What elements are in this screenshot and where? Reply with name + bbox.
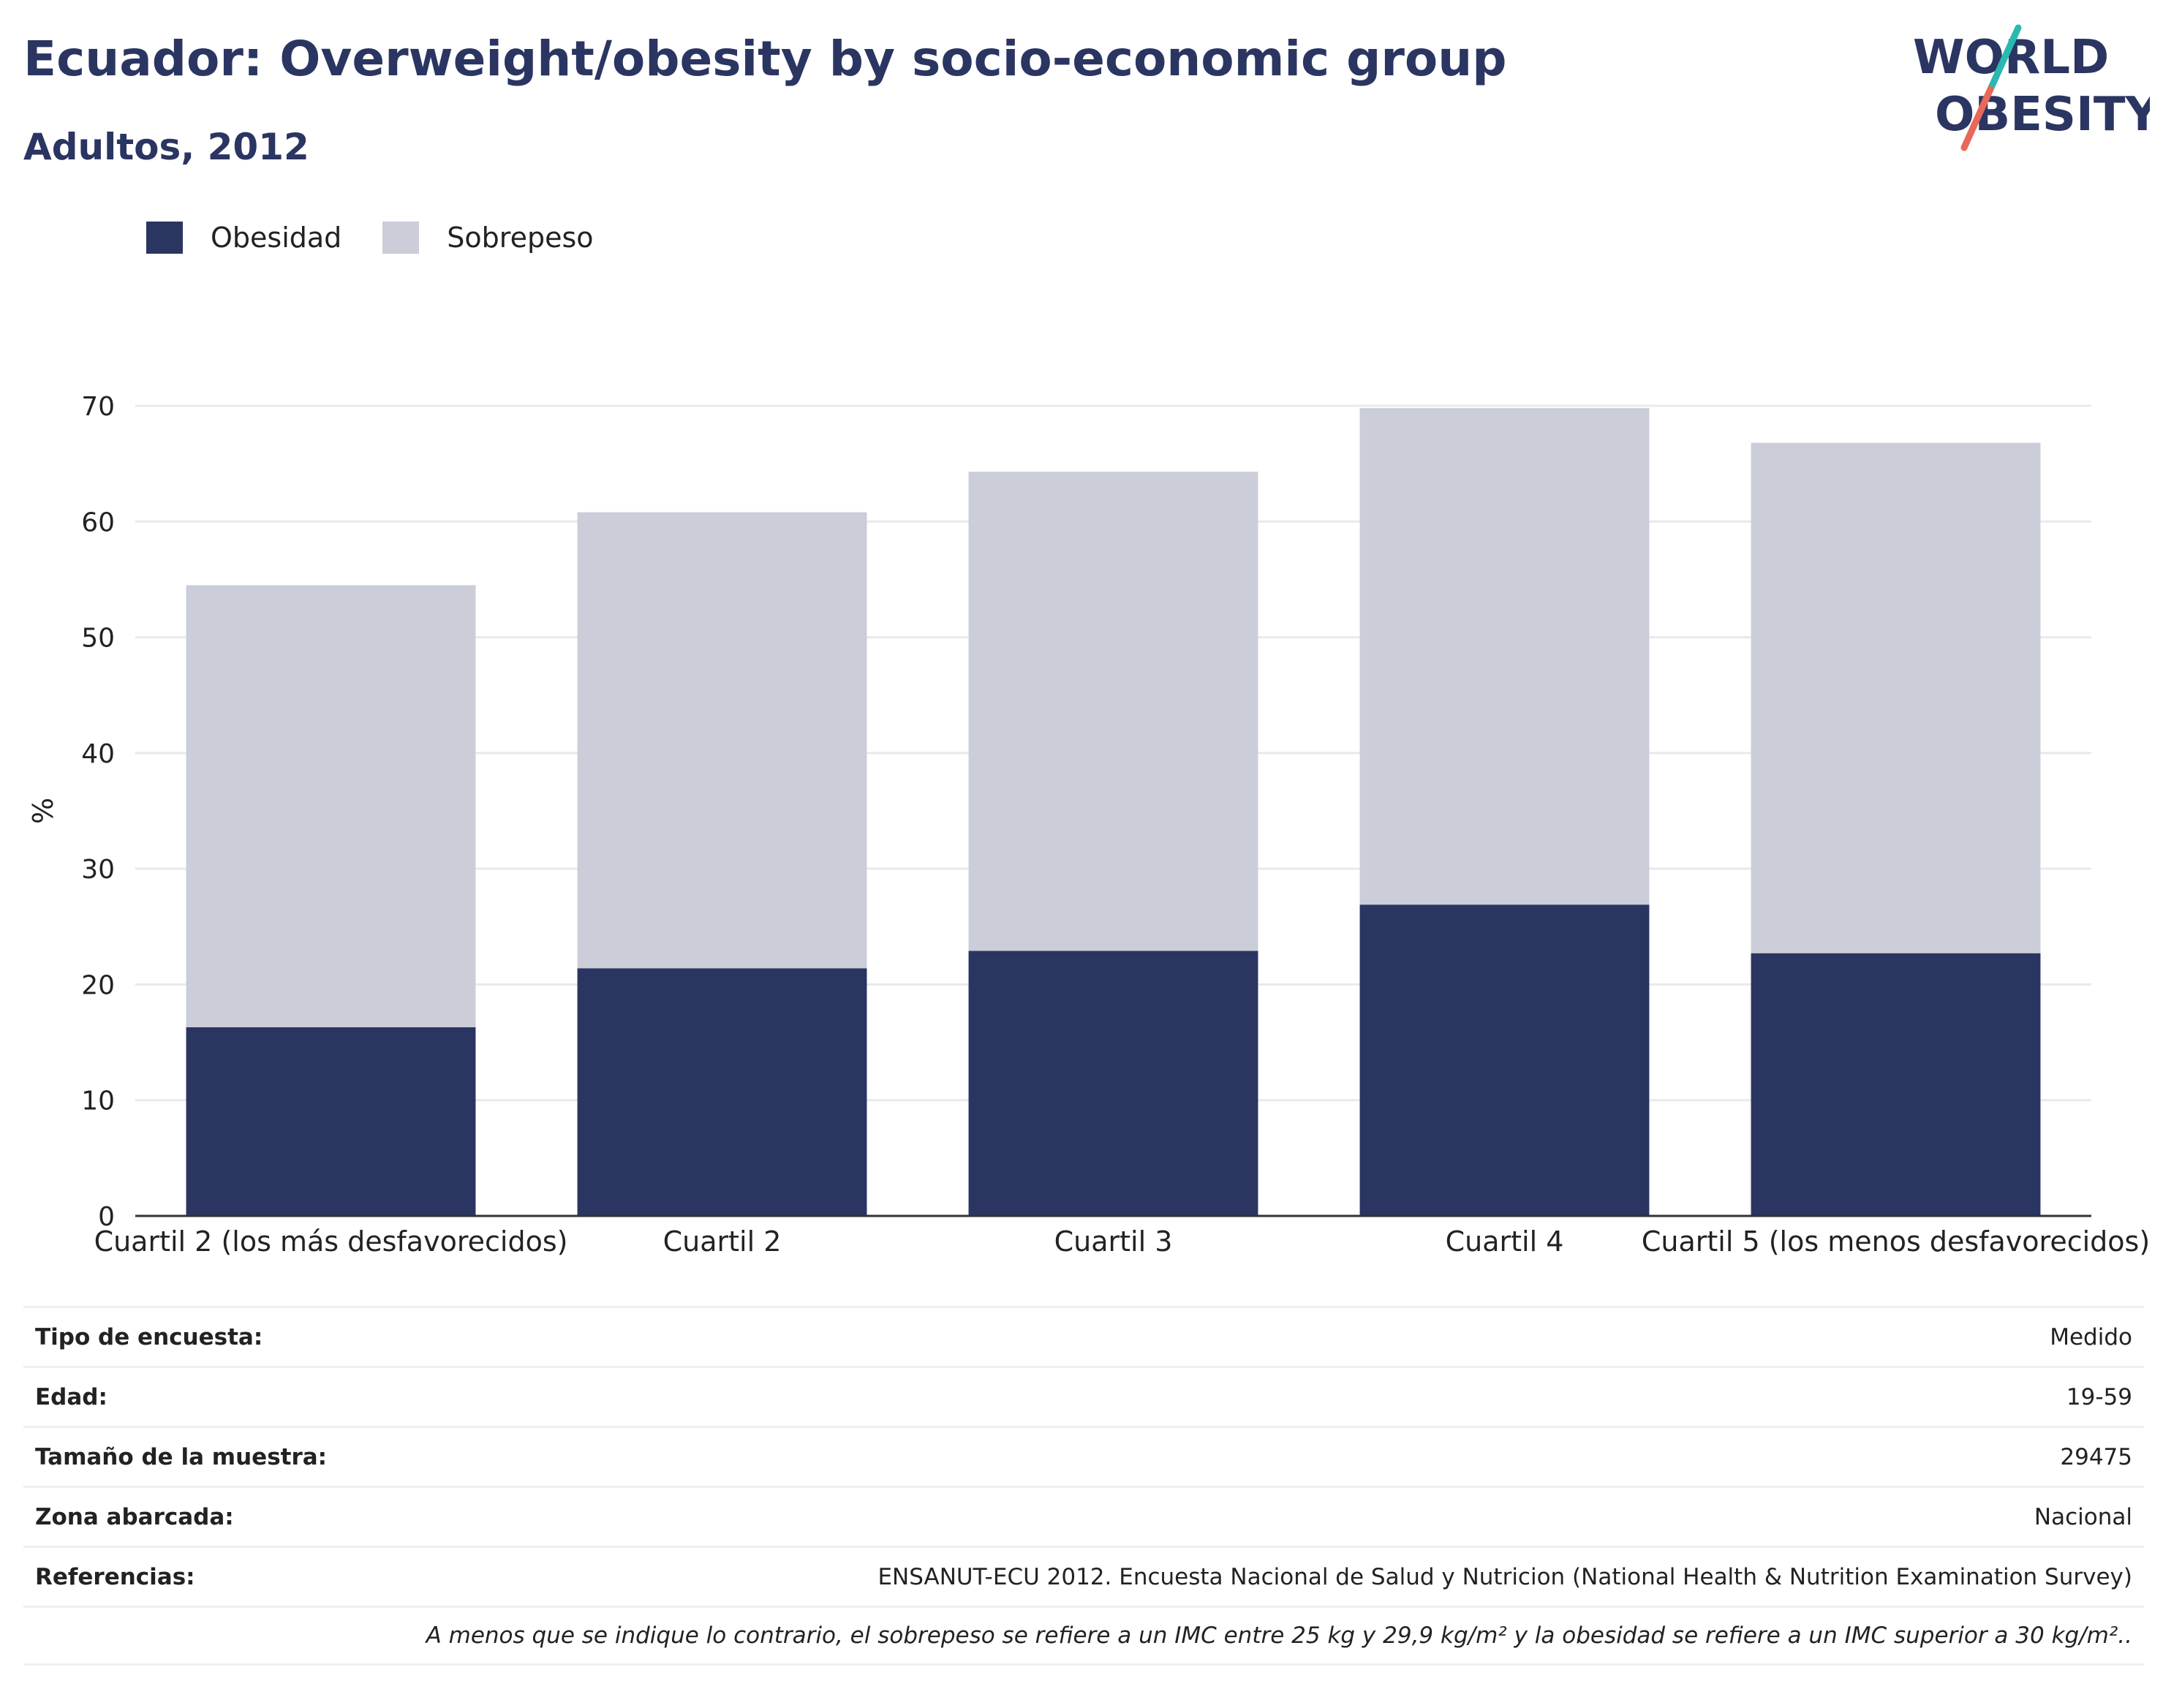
info-key: Zona abarcada: — [35, 1503, 234, 1530]
info-key: Referencias: — [35, 1563, 195, 1590]
legend-label-sobrepeso: Sobrepeso — [447, 222, 594, 254]
info-footnote: A menos que se indique lo contrario, el … — [23, 1606, 2144, 1666]
chart-title: Ecuador: Overweight/obesity by socio-eco… — [23, 31, 1507, 87]
survey-info-table: Tipo de encuesta: Medido Edad: 19-59 Tam… — [23, 1306, 2144, 1666]
info-key: Edad: — [35, 1383, 107, 1410]
info-value: 19-59 — [2066, 1383, 2132, 1410]
legend-swatch-obesidad — [146, 222, 183, 254]
legend-item-obesidad[interactable]: Obesidad — [146, 222, 341, 254]
footnote-text: A menos que se indique lo contrario, el … — [426, 1622, 2132, 1649]
legend-swatch-sobrepeso — [382, 222, 420, 254]
bar-sobrepeso — [1751, 442, 2041, 953]
x-tick-label: Cuartil 2 — [663, 1225, 782, 1258]
y-tick-label: 50 — [81, 624, 115, 654]
bar-sobrepeso — [1359, 408, 1650, 905]
x-tick-label: Cuartil 2 (los más desfavorecidos) — [94, 1225, 568, 1258]
info-value: 29475 — [2060, 1443, 2132, 1470]
info-key: Tipo de encuesta: — [35, 1323, 263, 1350]
x-tick-label: Cuartil 3 — [1054, 1225, 1173, 1258]
x-tick-label: Cuartil 5 (los menos desfavorecidos) — [1642, 1225, 2150, 1258]
bar-sobrepeso — [186, 585, 476, 1027]
info-row-references: Referencias: ENSANUT-ECU 2012. Encuesta … — [23, 1546, 2144, 1606]
bar-sobrepeso — [968, 472, 1258, 951]
y-tick-label: 60 — [81, 507, 115, 537]
y-tick-label: 10 — [81, 1087, 115, 1116]
world-obesity-logo: WORLD OBESITY — [1913, 24, 2150, 151]
bar-sobrepeso — [577, 512, 867, 969]
logo-slash-teal — [1987, 24, 2022, 93]
y-tick-label: 70 — [81, 392, 115, 422]
info-value: ENSANUT-ECU 2012. Encuesta Nacional de S… — [877, 1563, 2132, 1590]
bar-obesidad — [1751, 953, 2041, 1216]
info-row-survey-type: Tipo de encuesta: Medido — [23, 1306, 2144, 1366]
y-tick-label: 40 — [81, 739, 115, 769]
bar-obesidad — [577, 968, 867, 1216]
info-value: Nacional — [2034, 1503, 2132, 1530]
y-tick-label: 30 — [81, 855, 115, 885]
y-tick-label: 20 — [81, 970, 115, 1000]
info-key: Tamaño de la muestra: — [35, 1443, 328, 1470]
legend-item-sobrepeso[interactable]: Sobrepeso — [382, 222, 594, 254]
chart-legend: Obesidad Sobrepeso — [146, 219, 635, 256]
bar-obesidad — [968, 951, 1258, 1216]
bar-obesidad — [186, 1027, 476, 1216]
info-value: Medido — [2050, 1323, 2132, 1350]
logo-slash-coral — [1960, 86, 1994, 151]
chart-subtitle: Adultos, 2012 — [23, 126, 309, 168]
info-row-age: Edad: 19-59 — [23, 1366, 2144, 1426]
stacked-bar-chart: 0 10 20 30 40 50 60 70% Cuartil 2 (los más desfa… — [27, 392, 2150, 1258]
y-tick-label: 0 — [98, 1202, 115, 1232]
x-tick-label: Cuartil 4 — [1446, 1225, 1564, 1258]
y-axis-label: % — [27, 798, 59, 824]
info-row-sample-size: Tamaño de la muestra: 29475 — [23, 1426, 2144, 1486]
legend-label-obesidad: Obesidad — [211, 222, 342, 254]
info-row-coverage: Zona abarcada: Nacional — [23, 1486, 2144, 1546]
bar-obesidad — [1359, 904, 1650, 1216]
